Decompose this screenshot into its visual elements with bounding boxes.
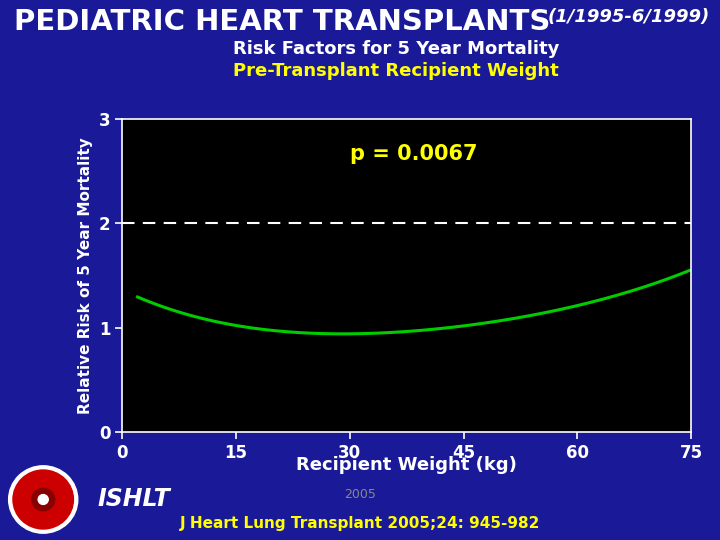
Circle shape — [32, 488, 55, 511]
Text: 2005: 2005 — [344, 488, 376, 501]
Text: J Heart Lung Transplant 2005;24: 945-982: J Heart Lung Transplant 2005;24: 945-982 — [180, 516, 540, 531]
Circle shape — [38, 495, 48, 504]
Circle shape — [9, 466, 78, 533]
Y-axis label: Relative Risk of 5 Year Mortality: Relative Risk of 5 Year Mortality — [78, 137, 94, 414]
Text: (1/1995-6/1999): (1/1995-6/1999) — [547, 8, 709, 26]
Text: Risk Factors for 5 Year Mortality: Risk Factors for 5 Year Mortality — [233, 40, 559, 58]
Circle shape — [13, 470, 73, 529]
Text: Pre-Transplant Recipient Weight: Pre-Transplant Recipient Weight — [233, 62, 559, 79]
Text: PEDIATRIC HEART TRANSPLANTS: PEDIATRIC HEART TRANSPLANTS — [14, 8, 551, 36]
Text: ISHLT: ISHLT — [97, 488, 170, 511]
Text: p = 0.0067: p = 0.0067 — [350, 144, 477, 164]
Text: Recipient Weight (kg): Recipient Weight (kg) — [297, 456, 517, 474]
